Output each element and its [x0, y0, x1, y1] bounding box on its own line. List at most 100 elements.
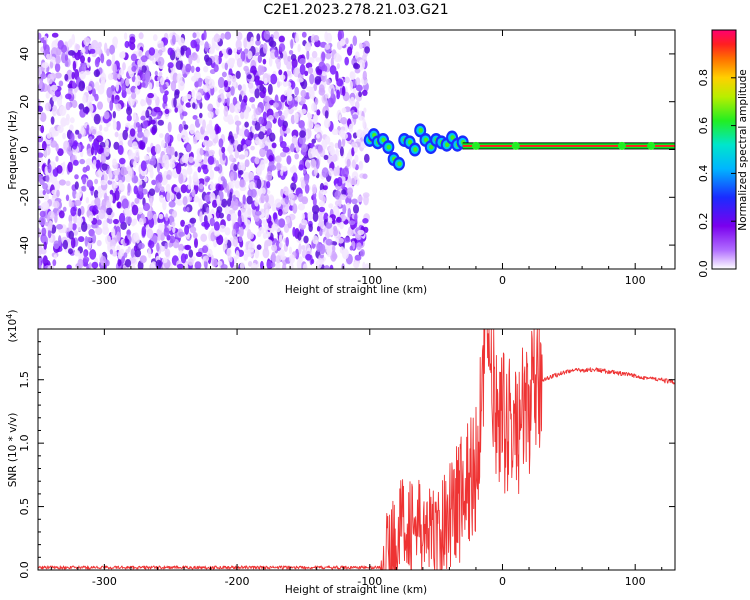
spectrogram-noise-cell: [288, 246, 293, 255]
spectrogram-noise-cell: [221, 48, 227, 54]
spectrogram-noise-cell: [279, 74, 286, 81]
spectrogram-noise-cell: [202, 245, 209, 254]
spectrogram-noise-cell: [146, 228, 154, 239]
spectrogram-noise-cell: [125, 122, 131, 128]
spectrogram-noise-cell: [100, 80, 105, 90]
spectrogram-noise-cell: [306, 50, 310, 60]
spectrogram-noise-cell: [197, 77, 203, 88]
spectrogram-noise-cell: [275, 262, 281, 269]
spectrogram-noise-cell: [211, 42, 217, 49]
spectrogram-noise-cell: [310, 158, 317, 169]
spectrogram-noise-cell: [224, 62, 228, 71]
spectrogram-noise-cell: [38, 32, 42, 40]
spectrogram-noise-cell: [327, 217, 333, 224]
spectrogram-noise-cell: [108, 194, 113, 204]
spectrogram-noise-cell: [312, 197, 317, 207]
spectrogram-noise-cell: [339, 194, 347, 201]
spectrogram-noise-cell: [88, 136, 93, 142]
spectrogram-noise-cell: [211, 258, 218, 267]
spectrogram-carrier-blob: [386, 144, 392, 150]
spectrogram-noise-cell: [204, 135, 209, 142]
spectrogram-noise-cell: [203, 30, 207, 41]
spectrogram-noise-cell: [298, 193, 304, 203]
spectrogram-noise-cell: [218, 138, 224, 148]
spectrogram-noise-cell: [125, 78, 130, 87]
spectrogram-noise-cell: [78, 186, 82, 193]
spectrogram-noise-cell: [73, 140, 78, 147]
spectrogram-noise-cell: [105, 139, 109, 148]
spectrogram-noise-cell: [39, 156, 44, 168]
spectrogram-noise-cell: [135, 149, 140, 158]
spectrogram-noise-cell: [122, 62, 126, 71]
spectrogram-noise-cell: [358, 59, 365, 71]
spectrogram-noise-cell: [147, 92, 155, 99]
spectrogram-noise-cell: [108, 167, 112, 179]
spectrogram-noise-cell: [209, 217, 215, 227]
spectrogram-noise-cell: [112, 63, 117, 75]
spectrogram-noise-cell: [316, 226, 321, 232]
spectrogram-noise-cell: [186, 143, 192, 153]
spectrogram-noise-cell: [219, 224, 226, 233]
spectrogram-noise-cell: [97, 101, 103, 110]
spectrogram-noise-cell: [138, 184, 144, 195]
spectrogram-noise-cell: [62, 239, 68, 250]
spectrogram-noise-cell: [214, 230, 221, 237]
spectrogram-noise-cell: [254, 121, 261, 131]
spectrogram-noise-cell: [38, 98, 41, 107]
spectrogram-noise-cell: [95, 159, 101, 170]
spectrogram-noise-cell: [238, 93, 243, 103]
spectrogram-noise-cell: [286, 81, 292, 87]
spectrogram-noise-cell: [330, 88, 334, 99]
spectrogram-noise-cell: [152, 58, 157, 65]
spectrogram-noise-cell: [210, 232, 216, 242]
spectrogram-noise-cell: [210, 183, 216, 191]
spectrogram-noise-cell: [234, 120, 242, 126]
colorbar-tick-label: 0.6: [697, 117, 710, 135]
spectrogram-noise-cell: [39, 210, 46, 218]
spectrogram-noise-cell: [247, 231, 255, 240]
spectrogram-noise-cell: [239, 262, 245, 269]
spectrogram-noise-cell: [137, 132, 144, 139]
spectrogram-noise-cell: [125, 209, 133, 217]
spectrogram-noise-cell: [178, 123, 183, 134]
spectrogram-noise-cell: [50, 140, 58, 148]
spectrogram-noise-cell: [188, 249, 194, 258]
spectrogram-noise-cell: [56, 224, 63, 230]
spectrogram-noise-cell: [273, 111, 280, 119]
spectrogram-noise-cell: [199, 183, 204, 190]
spectrogram-noise-cell: [82, 175, 87, 185]
spectrogram-noise-cell: [250, 36, 255, 46]
spectrogram-noise-cell: [46, 54, 53, 60]
spectrogram-noise-cell: [204, 92, 211, 101]
spectrogram-noise-cell: [121, 82, 127, 93]
spectrogram-noise-cell: [255, 79, 260, 86]
spectrogram-noise-cell: [94, 178, 99, 185]
spectrogram-noise-cell: [148, 188, 156, 196]
spectrogram-noise-cell: [262, 42, 268, 54]
spectrogram-noise-cell: [215, 108, 220, 116]
spectrogram-noise-cell: [358, 91, 362, 98]
spectrogram-noise-cell: [162, 199, 167, 211]
spectrogram-noise-cell: [175, 163, 182, 175]
spectrogram-noise-cell: [352, 114, 359, 120]
spectrogram-noise-cell: [321, 94, 328, 104]
spectrogram-noise-cell: [202, 84, 210, 93]
spectrogram-noise-cell: [167, 121, 172, 133]
spectrogram-noise-cell: [138, 32, 144, 40]
spectrogram-noise-cell: [216, 206, 223, 214]
spectrogram-noise-cell: [270, 73, 278, 85]
spectrogram-noise-cell: [238, 162, 246, 172]
spectrogram-noise-cell: [161, 139, 165, 149]
spectrogram-noise-cell: [259, 90, 266, 99]
spectrogram-noise-cell: [161, 46, 167, 52]
snr-y-tick-label: 0.0: [18, 561, 31, 579]
spectrogram-noise-cell: [57, 40, 64, 50]
spectrogram-noise-cell: [209, 169, 215, 180]
spectrogram-noise-cell: [150, 119, 156, 125]
spectrogram-noise-cell: [100, 179, 107, 186]
colorbar-ticks: 0.0 0.2 0.4 0.6 0.8: [697, 69, 736, 278]
spectrogram-noise-cell: [68, 248, 73, 255]
spectrogram-noise-cell: [229, 102, 236, 114]
spectrogram-noise-cell: [259, 142, 265, 149]
